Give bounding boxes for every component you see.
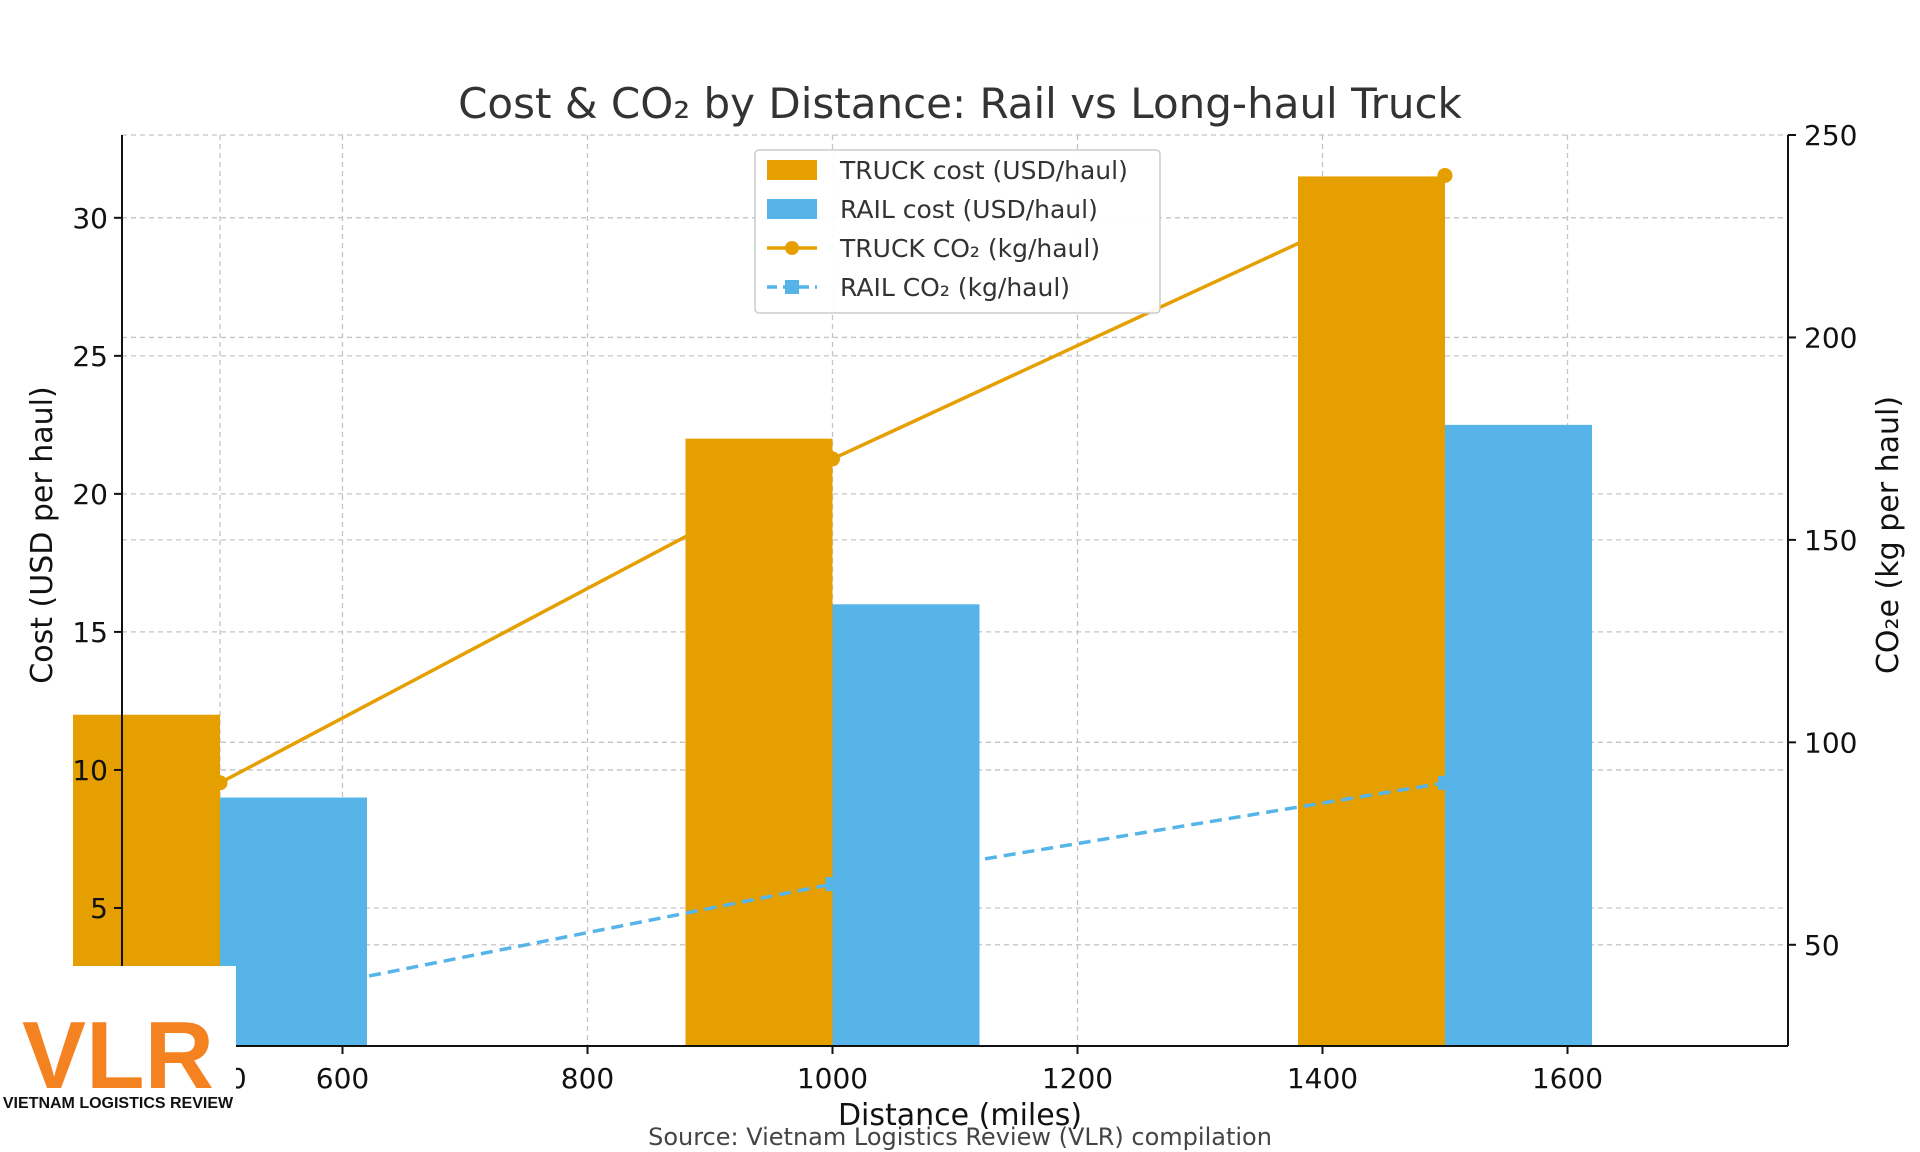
legend-box — [754, 149, 1161, 314]
y-tick-label: 10 — [72, 754, 108, 787]
vlr-logo: VLR VIETNAM LOGISTICS REVIEW — [3, 966, 236, 1112]
rail-co2-point — [825, 877, 840, 892]
legend-rail-cost-swatch — [767, 199, 817, 219]
y2-tick-label: 100 — [1804, 726, 1857, 759]
y2-tick-label: 250 — [1804, 119, 1857, 152]
rail-cost-bar — [220, 797, 367, 1046]
y-tick-label: 25 — [72, 340, 108, 373]
rail-cost-bar — [1445, 424, 1592, 1046]
y2-axis-label: CO₂e (kg per haul) — [1871, 396, 1906, 674]
legend-rail-co2-label: RAIL CO₂ (kg/haul) — [840, 273, 1070, 302]
truck-cost-bar — [685, 438, 833, 1047]
y-axis-label: Cost (USD per haul) — [25, 386, 60, 683]
truck-co2-point — [1437, 167, 1453, 183]
legend-truck-cost-swatch — [767, 160, 817, 180]
x-tick-label: 800 — [561, 1062, 614, 1095]
logo-tagline: VIETNAM LOGISTICS REVIEW — [3, 1095, 234, 1112]
legend-truck-co2-label: TRUCK CO₂ (kg/haul) — [839, 234, 1100, 263]
logo-background — [30, 966, 236, 1110]
legend-rail-co2-marker — [785, 280, 799, 294]
chart-title: Cost & CO₂ by Distance: Rail vs Long-hau… — [458, 79, 1462, 128]
rail-cost-bar — [832, 604, 980, 1046]
truck-co2-point — [212, 775, 228, 791]
y-tick-label: 5 — [90, 892, 108, 925]
x-tick-label: 1000 — [797, 1062, 868, 1095]
x-tick-label: 600 — [316, 1062, 369, 1095]
truck-cost-bar — [1298, 176, 1445, 1047]
legend: TRUCK cost (USD/haul) RAIL cost (USD/haul… — [754, 149, 1161, 314]
x-tick-label: 1600 — [1532, 1062, 1603, 1095]
legend-truck-co2-marker — [785, 241, 799, 255]
logo-wordmark: VLR — [22, 1002, 214, 1109]
legend-rail-cost-label: RAIL cost (USD/haul) — [840, 195, 1098, 224]
y-tick-label: 20 — [72, 478, 108, 511]
rail-co2-point — [1438, 775, 1452, 790]
y-tick-label: 30 — [72, 202, 108, 235]
source-note: Source: Vietnam Logistics Review (VLR) c… — [648, 1123, 1272, 1151]
bars-group — [73, 176, 1592, 1047]
y2-tick-label: 50 — [1804, 929, 1840, 962]
y2-tick-label: 200 — [1804, 321, 1857, 354]
x-tick-label: 1400 — [1287, 1062, 1358, 1095]
y2-tick-label: 150 — [1804, 524, 1857, 557]
truck-co2-point — [825, 451, 840, 467]
x-tick-label: 1200 — [1042, 1062, 1113, 1095]
x-axis-label: Distance (miles) — [838, 1098, 1082, 1133]
legend-truck-cost-label: TRUCK cost (USD/haul) — [839, 156, 1128, 185]
y-tick-label: 15 — [72, 616, 108, 649]
tick-labels: 5006008001000120014001600510152025305010… — [72, 119, 1857, 1095]
